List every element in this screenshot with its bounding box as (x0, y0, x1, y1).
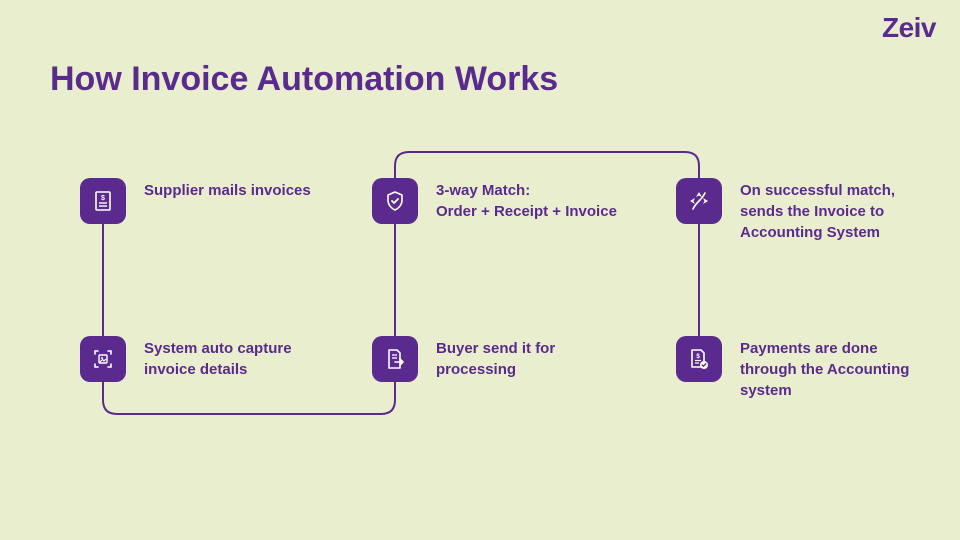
diagram-canvas: Zeiv How Invoice Automation Works Suppli… (0, 0, 960, 540)
flow-node-n5: On successful match, sends the Invoice t… (676, 178, 930, 243)
invoice-dollar-icon (80, 178, 126, 224)
connector-n4-n5 (395, 152, 699, 178)
flow-node-n1: Supplier mails invoices (80, 178, 311, 224)
flow-node-n3: Buyer send it for processing (372, 336, 626, 382)
flow-node-label: System auto capture invoice details (144, 336, 334, 380)
shield-check-icon (372, 178, 418, 224)
scan-image-icon (80, 336, 126, 382)
flow-node-label: Supplier mails invoices (144, 178, 311, 201)
flow-node-n6: Payments are done through the Accounting… (676, 336, 930, 401)
doc-dollar-check-icon (676, 336, 722, 382)
routing-arrows-icon (676, 178, 722, 224)
flow-node-n2: System auto capture invoice details (80, 336, 334, 382)
flow-node-label: On successful match, sends the Invoice t… (740, 178, 930, 243)
connectors-layer (0, 0, 960, 540)
doc-export-icon (372, 336, 418, 382)
flow-node-label: Payments are done through the Accounting… (740, 336, 930, 401)
flow-node-label: Buyer send it for processing (436, 336, 626, 380)
connector-n2-n3 (103, 382, 395, 414)
flow-node-label: 3-way Match:Order + Receipt + Invoice (436, 178, 617, 222)
flow-node-n4: 3-way Match:Order + Receipt + Invoice (372, 178, 617, 224)
